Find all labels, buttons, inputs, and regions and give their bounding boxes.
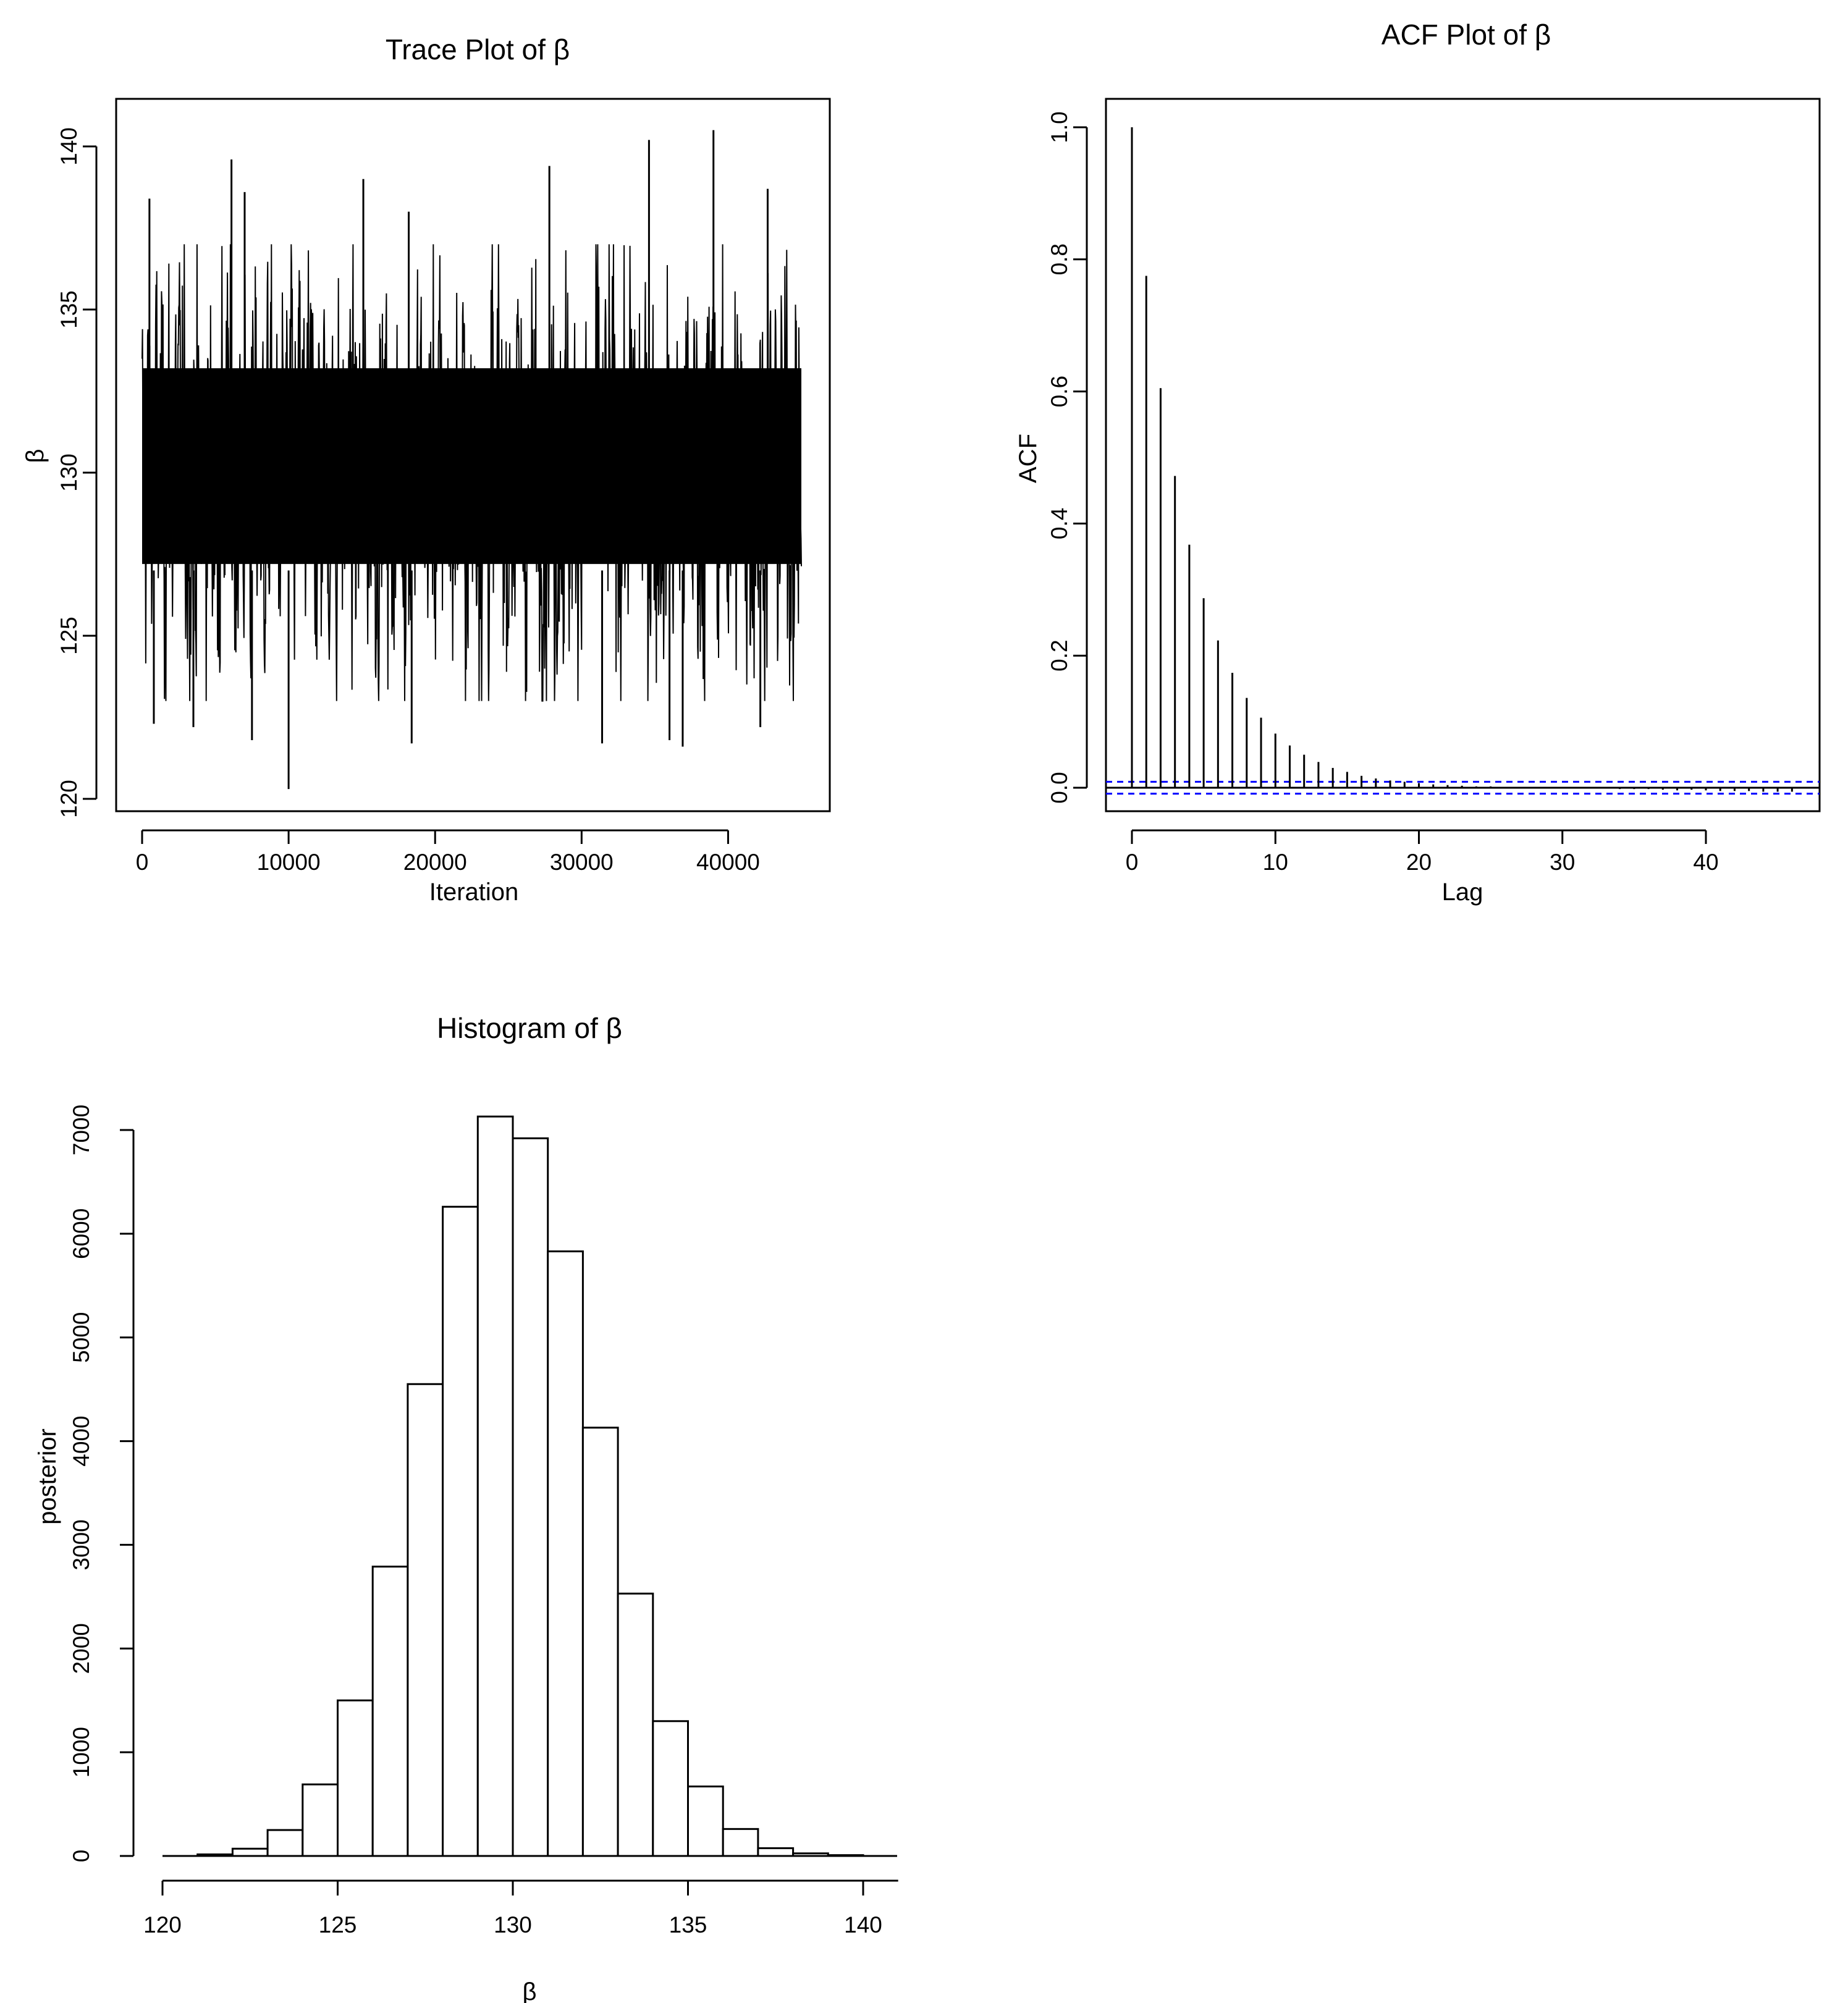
acf-x-tick-label: 10 bbox=[1263, 850, 1288, 875]
histogram-y-tick-label: 1000 bbox=[69, 1727, 94, 1777]
histogram-x-tick-label: 125 bbox=[319, 1912, 357, 1938]
trace-x-tick-label: 0 bbox=[136, 850, 149, 875]
histogram-bar-131 bbox=[547, 1250, 584, 1857]
histogram-ylabel: posterior bbox=[34, 1428, 61, 1525]
trace-plot-ylabel: β bbox=[22, 449, 49, 463]
histogram-y-tick-label: 5000 bbox=[69, 1312, 94, 1363]
acf-plot-x-axis: 0 10 20 30 40 bbox=[1126, 829, 1719, 875]
acf-y-tick-label: 0.2 bbox=[1047, 639, 1072, 671]
histogram-panel: Histogram of β β posterior 120 125 130 135 1… bbox=[34, 1012, 898, 2003]
acf-x-tick-label: 0 bbox=[1126, 850, 1139, 875]
histogram-x-axis: 120 125 130 135 140 bbox=[143, 1879, 898, 1938]
acf-plot-xlabel: Lag bbox=[1442, 879, 1483, 906]
trace-x-tick-label: 40000 bbox=[696, 850, 760, 875]
histogram-bar-138 bbox=[792, 1852, 829, 1857]
histogram-x-tick-label: 130 bbox=[494, 1912, 532, 1938]
acf-plot-y-axis: 0.0 0.2 0.4 0.6 0.8 1.0 bbox=[1047, 111, 1088, 804]
histogram-bar-126 bbox=[371, 1566, 409, 1857]
acf-y-tick-label: 0.0 bbox=[1047, 772, 1072, 803]
histogram-bar-129 bbox=[476, 1115, 514, 1857]
histogram-x-tick-label: 135 bbox=[669, 1912, 707, 1938]
acf-plot-ylabel: ACF bbox=[1015, 434, 1042, 483]
acf-y-tick-label: 0.4 bbox=[1047, 508, 1072, 539]
acf-plot-frame bbox=[1105, 98, 1821, 812]
histogram-y-tick-label: 4000 bbox=[69, 1415, 94, 1466]
histogram-bar-124 bbox=[302, 1783, 339, 1857]
trace-x-tick-label: 30000 bbox=[550, 850, 614, 875]
histogram-xlabel: β bbox=[522, 1978, 536, 2003]
histogram-bar-122 bbox=[231, 1847, 269, 1857]
trace-y-tick-label: 135 bbox=[56, 290, 82, 329]
trace-y-tick-label: 120 bbox=[56, 780, 82, 818]
trace-plot-frame bbox=[115, 98, 831, 812]
histogram-bar-127 bbox=[407, 1383, 444, 1857]
acf-plot-title: ACF Plot of β bbox=[1382, 19, 1551, 51]
trace-y-tick-label: 125 bbox=[56, 617, 82, 655]
acf-x-tick-label: 20 bbox=[1406, 850, 1432, 875]
trace-plot-xlabel: Iteration bbox=[429, 879, 519, 906]
histogram-plot-area bbox=[162, 1115, 897, 1857]
histogram-bar-137 bbox=[757, 1847, 795, 1857]
histogram-bar-121 bbox=[196, 1853, 234, 1857]
histogram-bar-125 bbox=[337, 1699, 374, 1857]
trace-dense-band bbox=[142, 368, 801, 564]
acf-plot-area bbox=[1105, 98, 1821, 812]
histogram-bar-136 bbox=[722, 1828, 759, 1857]
histogram-bar-139 bbox=[827, 1854, 864, 1857]
histogram-bar-135 bbox=[687, 1786, 724, 1857]
acf-plot-panel: ACF Plot of β Lag ACF 0 10 20 30 40 0.00.20.… bbox=[1015, 19, 1821, 906]
trace-x-tick-label: 20000 bbox=[403, 850, 467, 875]
histogram-bar-128 bbox=[442, 1205, 479, 1857]
acf-y-tick-label: 0.6 bbox=[1047, 376, 1072, 407]
trace-plot-area bbox=[115, 98, 831, 812]
histogram-bar-132 bbox=[581, 1427, 619, 1857]
acf-y-tick-label: 1.0 bbox=[1047, 111, 1072, 143]
histogram-x-tick-label: 140 bbox=[844, 1912, 882, 1938]
trace-y-tick-label: 130 bbox=[56, 453, 82, 492]
histogram-y-tick-label: 2000 bbox=[69, 1623, 94, 1674]
trace-x-tick-label: 10000 bbox=[257, 850, 321, 875]
acf-x-tick-label: 30 bbox=[1550, 850, 1575, 875]
histogram-title: Histogram of β bbox=[437, 1012, 622, 1044]
histogram-y-tick-label: 6000 bbox=[69, 1208, 94, 1259]
histogram-bar-134 bbox=[652, 1720, 690, 1857]
histogram-y-axis: 0 1000 2000 3000 4000 5000 6000 7000 bbox=[69, 1105, 135, 1863]
histogram-bar-133 bbox=[617, 1592, 654, 1857]
trace-plot-x-axis: 0 10000 20000 30000 40000 bbox=[136, 829, 760, 875]
acf-y-tick-label: 0.8 bbox=[1047, 243, 1072, 275]
trace-plot-y-axis: 120 125 130 135 140 bbox=[56, 127, 98, 818]
histogram-y-tick-label: 3000 bbox=[69, 1519, 94, 1570]
acf-x-tick-label: 40 bbox=[1693, 850, 1718, 875]
histogram-y-tick-label: 0 bbox=[69, 1850, 94, 1863]
histogram-y-tick-label: 7000 bbox=[69, 1105, 94, 1155]
histogram-x-tick-label: 120 bbox=[143, 1912, 182, 1938]
histogram-bar-130 bbox=[512, 1137, 549, 1857]
trace-plot-title: Trace Plot of β bbox=[386, 33, 570, 65]
trace-y-tick-label: 140 bbox=[56, 127, 82, 166]
trace-plot-panel: Trace Plot of β Iteration β 0 10000 20000 3… bbox=[22, 33, 831, 906]
histogram-bar-123 bbox=[266, 1829, 304, 1857]
